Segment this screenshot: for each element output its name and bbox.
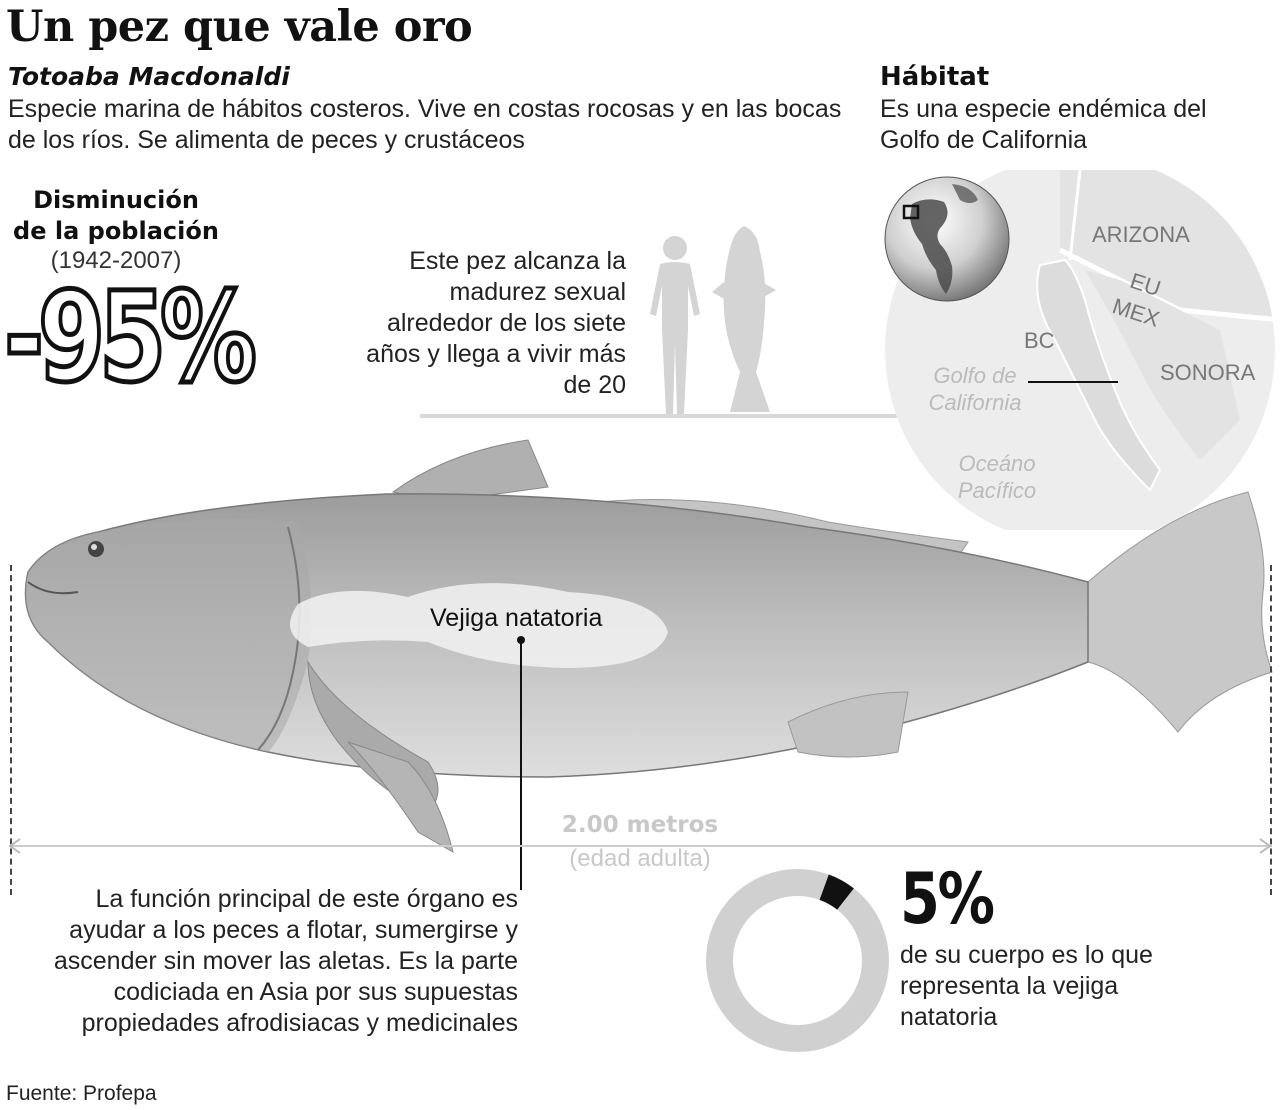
map-label-ocean-line1: Oceáno (958, 451, 1036, 476)
map-label-gulf: Golfo de California (920, 362, 1030, 416)
map-label-arizona: ARIZONA (1092, 222, 1190, 247)
population-title: Disminución de la población (0, 185, 232, 247)
population-title-line2: de la población (13, 217, 219, 245)
map-label-ocean-line2: Pacífico (957, 478, 1037, 503)
fish-length-value: 2.00 metros (561, 812, 719, 838)
totoaba-fish-illustration (24, 439, 1273, 854)
source-note: Fuente: Profepa (6, 1082, 157, 1105)
habitat-title: Hábitat (880, 62, 990, 92)
map-label-ocean: Oceáno Pacífico (942, 450, 1052, 504)
human-silhouette-icon (650, 236, 700, 414)
size-comparison-baseline (420, 414, 900, 418)
maturity-text: Este pez alcanza la madurez sexual alred… (366, 247, 626, 399)
measure-arrow-right-icon (1259, 838, 1272, 854)
measure-tick-right (1270, 565, 1272, 895)
species-description: Especie marina de hábitos costeros. Vive… (8, 95, 842, 154)
bladder-share-donut (706, 869, 889, 1052)
gulf-pointer-line (1028, 381, 1118, 383)
page-title: Un pez que vale oro (6, 2, 473, 52)
bladder-share-value: 5% (900, 858, 995, 940)
length-measure-line (10, 845, 1272, 847)
habitat-map: ARIZONA EU MEX BC SONORA Golfo de Califo… (880, 155, 1280, 545)
swim-bladder-pointer-line (520, 640, 522, 890)
map-label-gulf-line2: California (928, 390, 1022, 415)
map-label-bc: BC (1024, 328, 1055, 353)
fish-standing-silhouette-icon (712, 226, 776, 412)
donut-slice (819, 874, 854, 910)
population-title-line1: Disminución (33, 186, 199, 214)
fish-length-note: (edad adulta) (569, 845, 711, 872)
swim-bladder-label: Vejiga natatoria (430, 604, 603, 632)
measure-arrow-left-icon (8, 838, 21, 854)
habitat-description: Es una especie endémica del Golfo de Cal… (880, 95, 1207, 154)
map-label-gulf-line1: Golfo de (933, 363, 1017, 388)
species-name: Totoaba Macdonaldi (8, 62, 290, 91)
bladder-share-description: de su cuerpo es lo que representa la vej… (900, 941, 1153, 1031)
measure-tick-left (10, 565, 12, 895)
population-years: (1942-2007) (50, 247, 182, 274)
map-label-sonora: SONORA (1160, 360, 1256, 385)
donut-ring (706, 869, 889, 1052)
globe-icon (884, 176, 1010, 302)
population-decline-value: -95% (2, 266, 259, 410)
bladder-function-text: La función principal de este órgano es a… (53, 885, 518, 1037)
